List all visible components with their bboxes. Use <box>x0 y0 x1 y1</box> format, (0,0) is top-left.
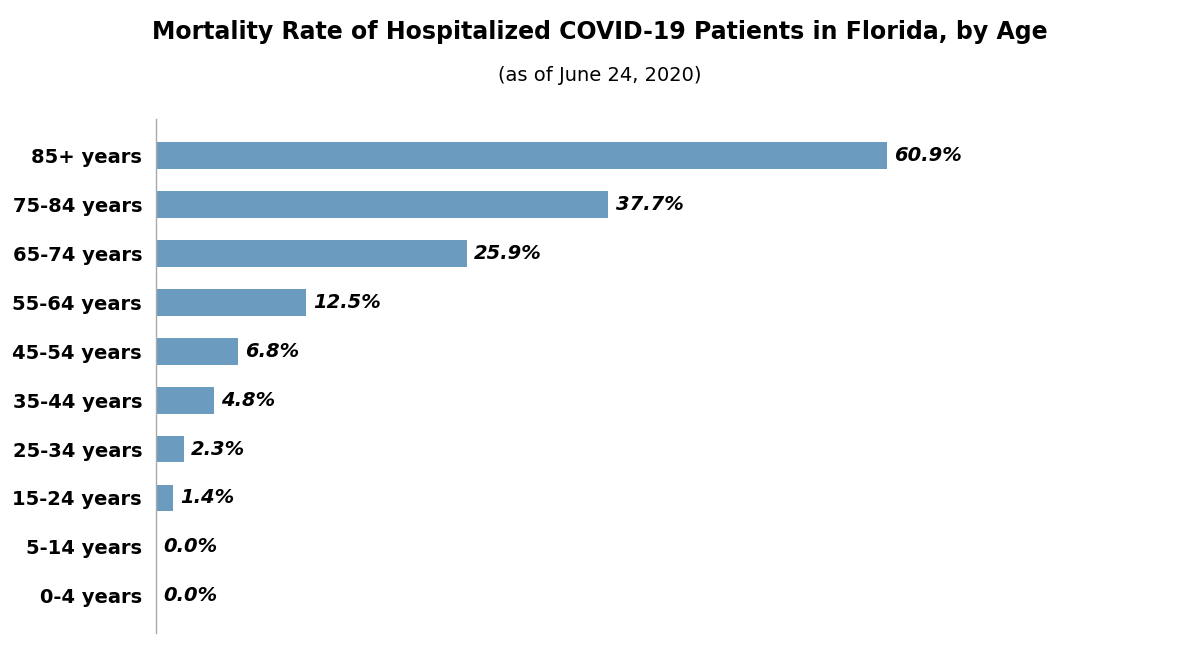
Text: 1.4%: 1.4% <box>180 488 234 507</box>
Text: 25.9%: 25.9% <box>474 244 541 263</box>
Text: 4.8%: 4.8% <box>221 391 275 410</box>
Text: 12.5%: 12.5% <box>313 293 380 312</box>
Bar <box>156 484 173 511</box>
Bar <box>156 240 467 267</box>
Text: Mortality Rate of Hospitalized COVID-19 Patients in Florida, by Age: Mortality Rate of Hospitalized COVID-19 … <box>152 20 1048 43</box>
Text: 0.0%: 0.0% <box>163 537 217 556</box>
Text: (as of June 24, 2020): (as of June 24, 2020) <box>498 66 702 85</box>
Text: 37.7%: 37.7% <box>616 195 683 214</box>
Text: 0.0%: 0.0% <box>163 587 217 606</box>
Bar <box>156 142 887 169</box>
Bar <box>156 191 608 218</box>
Text: 60.9%: 60.9% <box>894 146 961 165</box>
Bar <box>156 337 238 364</box>
Bar <box>156 436 184 463</box>
Text: 6.8%: 6.8% <box>245 341 299 360</box>
Bar <box>156 387 214 414</box>
Bar <box>156 289 306 316</box>
Text: 2.3%: 2.3% <box>191 440 245 459</box>
